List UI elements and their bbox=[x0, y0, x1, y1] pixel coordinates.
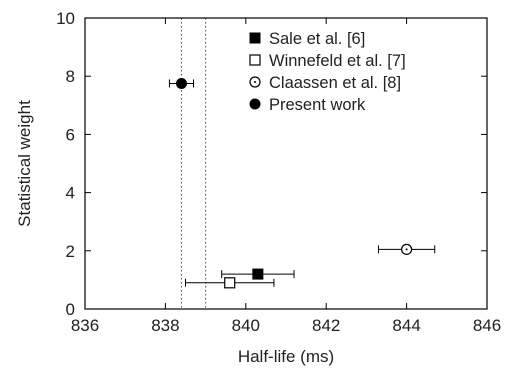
legend: Sale et al. [6] Winnefeld et al. [7] Claas… bbox=[250, 30, 406, 114]
legend-item-2: Winnefeld et al. [7] bbox=[250, 52, 406, 70]
legend-label: Claassen et al. [8] bbox=[269, 74, 401, 92]
series-point-4 bbox=[169, 78, 193, 88]
y-tick-label: 4 bbox=[66, 184, 75, 203]
legend-item-3: Claassen et al. [8] bbox=[250, 74, 401, 92]
data-marker bbox=[225, 278, 235, 288]
x-tick-label: 846 bbox=[473, 316, 501, 335]
y-tick-label: 8 bbox=[66, 67, 75, 86]
data-marker-dot bbox=[406, 248, 408, 250]
y-tick-label: 6 bbox=[66, 125, 75, 144]
data-marker bbox=[253, 269, 263, 279]
legend-item-1: Sale et al. [6] bbox=[250, 30, 365, 48]
x-tick-label: 836 bbox=[71, 316, 99, 335]
x-tick-label: 838 bbox=[151, 316, 179, 335]
legend-marker bbox=[250, 55, 260, 65]
legend-marker-dot bbox=[254, 81, 256, 83]
y-tick-label: 10 bbox=[56, 9, 75, 28]
data-marker bbox=[402, 244, 412, 254]
legend-label: Sale et al. [6] bbox=[269, 30, 365, 48]
x-tick-label: 842 bbox=[312, 316, 340, 335]
y-tick-label: 2 bbox=[66, 242, 75, 261]
y-tick-label: 0 bbox=[66, 300, 75, 319]
reference-lines bbox=[181, 18, 205, 309]
x-axis-title: Half-life (ms) bbox=[238, 347, 334, 366]
legend-marker bbox=[250, 99, 260, 109]
x-tick-label: 844 bbox=[392, 316, 420, 335]
data-marker bbox=[176, 78, 186, 88]
x-tick-label: 840 bbox=[232, 316, 260, 335]
legend-label: Winnefeld et al. [7] bbox=[269, 52, 406, 70]
legend-label: Present work bbox=[269, 96, 366, 114]
legend-marker bbox=[250, 33, 260, 43]
legend-item-4: Present work bbox=[250, 96, 366, 114]
legend-marker bbox=[250, 77, 260, 87]
y-axis-title: Statistical weight bbox=[15, 100, 34, 227]
series-point-3 bbox=[378, 244, 434, 254]
